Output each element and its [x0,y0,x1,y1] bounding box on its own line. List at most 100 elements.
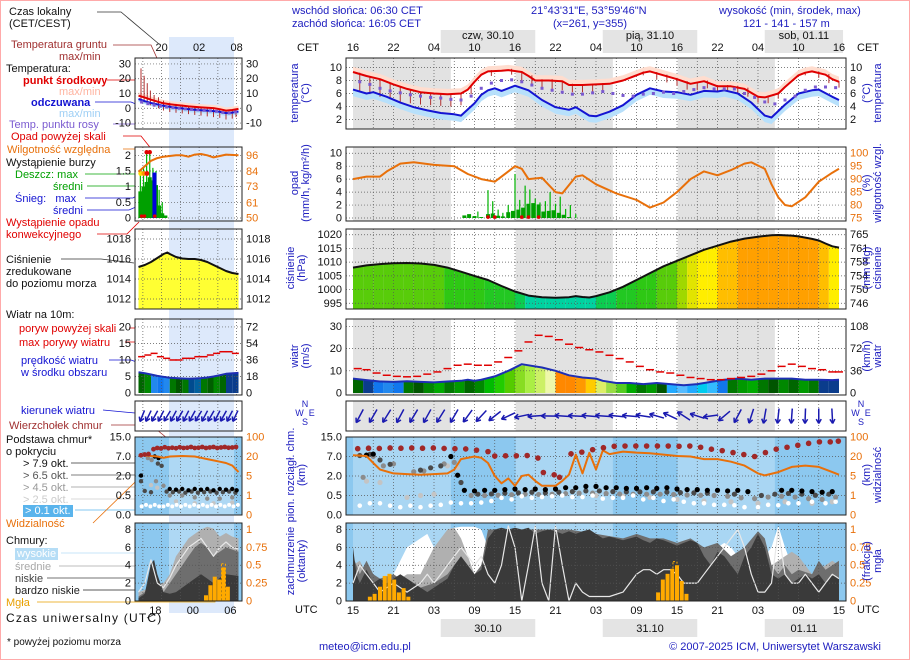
svg-text:0: 0 [336,388,342,400]
svg-text:30: 30 [119,58,131,70]
svg-text:16: 16 [347,42,359,54]
svg-text:15.0: 15.0 [110,432,131,444]
svg-text:0.25: 0.25 [246,578,267,590]
svg-text:22: 22 [387,42,399,54]
mini-panel-chmury: 0.0 0.5 2.0 7.0 15.0 100 20 5 1 0 [110,432,265,522]
svg-text:15: 15 [509,605,521,617]
svg-text:03: 03 [428,605,440,617]
svg-text:754: 754 [850,270,868,282]
svg-text:-10: -10 [246,118,262,130]
legend-fog: Mgła [6,597,30,609]
svg-text:0: 0 [246,388,252,400]
svg-text:2: 2 [336,200,342,212]
mini-panel-zachmurzenie: 8 6 4 2 0 1 0.75 0.5 0.25 0 [125,522,267,608]
svg-text:30: 30 [246,58,258,70]
svg-text:0.25: 0.25 [850,578,871,590]
svg-text:75: 75 [850,213,862,225]
svg-text:100: 100 [850,148,868,160]
svg-text:20: 20 [119,73,131,85]
svg-text:10: 10 [330,148,342,160]
universal-time-label: Czas uniwersalny (UTC) [6,611,163,625]
svg-text:4: 4 [336,101,342,113]
legend-humidity: Wilgotność względna [7,144,111,156]
svg-text:16: 16 [509,42,521,54]
svg-text:0: 0 [125,388,131,400]
contact-email-link[interactable]: meteo@icm.edu.pl [319,641,411,653]
copyright-text: © 2007-2025 ICM, Uniwersytet Warszawski [669,641,881,653]
svg-text:1018: 1018 [107,234,131,246]
svg-text:96: 96 [246,150,258,162]
svg-text:2: 2 [125,578,131,590]
legend-wind-10m: Wiatr na 10m: [6,309,75,321]
time-axis: czw, 30.10 30.10 pią, 31.10 31.10 sob, 01.11… [149,30,845,637]
svg-text:1: 1 [850,490,856,502]
svg-text:1: 1 [125,181,131,193]
svg-text:18: 18 [246,371,258,383]
svg-text:72: 72 [246,321,258,333]
svg-text:750: 750 [850,284,868,296]
legend-ground-temp: Temperatura gruntu [11,39,107,51]
svg-text:0.5: 0.5 [327,490,342,502]
legend-dew-point: Temp. punktu rosy [9,119,99,131]
svg-text:1012: 1012 [107,294,131,306]
svg-text:5: 5 [850,471,856,483]
svg-text:10: 10 [630,42,642,54]
svg-text:sob, 01.11: sob, 01.11 [779,30,830,42]
legend-ground-temp-maxmin: max/min [59,51,101,63]
svg-text:31.10: 31.10 [636,623,664,635]
svg-text:18: 18 [149,605,161,617]
legend-feels-like: odczuwana [31,97,91,109]
legend-clouds-mid: średnie [15,561,52,573]
svg-text:03: 03 [752,605,764,617]
svg-text:61: 61 [246,198,258,210]
legend-clouds-high-text: wysokie [15,548,59,560]
svg-text:22: 22 [711,42,723,54]
legend-rain-avg: średni [53,181,83,193]
svg-text:50: 50 [246,213,258,225]
axis-title-cloudcover-left: zachmurzenie (oktanty) [285,526,308,596]
main-panel-wiatr: 30 20 10 0 108 72 36 0 [330,318,868,400]
legend-midpoint-temp: punkt środkowy [23,75,108,87]
svg-text:08: 08 [231,42,243,54]
svg-text:15: 15 [119,338,131,350]
main-panel-kierunek [345,400,847,432]
legend-precip-above-scale: Opad powyżej skali [11,131,106,143]
utc-label-left: UTC [295,604,318,616]
coordinates-text: 21°43'31"E, 53°59'46"N [531,5,647,17]
svg-text:0: 0 [850,388,856,400]
svg-text:0: 0 [246,596,252,608]
local-time-zone: (CET/CEST) [9,18,71,30]
legend-snow-avg: średni [53,205,83,217]
legend-gust-above-scale: poryw powyżej skali [19,323,117,335]
svg-text:10: 10 [330,62,342,74]
svg-text:10: 10 [119,88,131,100]
legend-okta-79: > 7.9 okt. [23,458,69,470]
svg-text:00: 00 [187,605,199,617]
svg-text:0: 0 [336,213,342,225]
svg-text:8: 8 [336,161,342,173]
svg-text:20: 20 [850,451,862,463]
svg-text:4: 4 [850,101,856,113]
main-panel-zachmurzenie: 8 6 4 2 0 1 0.75 0.5 0.25 0 [336,522,871,608]
legend-max-gusts: max porywy wiatru [19,337,111,349]
svg-text:6: 6 [125,542,131,554]
svg-text:15: 15 [833,605,845,617]
svg-text:1020: 1020 [318,229,342,241]
legend-thunderstorm: Wystąpienie burzy [6,157,96,169]
axis-title-fog-right: (frakcja) mgła [861,541,884,581]
legend-cloud-base-2: o pokryciu [6,446,57,458]
svg-text:0: 0 [850,596,856,608]
svg-text:22: 22 [549,42,561,54]
svg-text:0: 0 [125,213,131,225]
legend-visibility: Widzialność [6,518,65,530]
svg-text:36: 36 [850,365,862,377]
svg-text:01.11: 01.11 [791,623,818,635]
sunrise-text: wschód słońca: 06:30 CET [292,5,423,17]
svg-text:761: 761 [850,243,868,255]
legend-clouds-high: wysokie [15,548,59,560]
svg-text:4: 4 [125,560,131,572]
legend-okta-01-text: > 0.1 okt. [23,505,73,517]
svg-text:7.0: 7.0 [116,451,131,463]
